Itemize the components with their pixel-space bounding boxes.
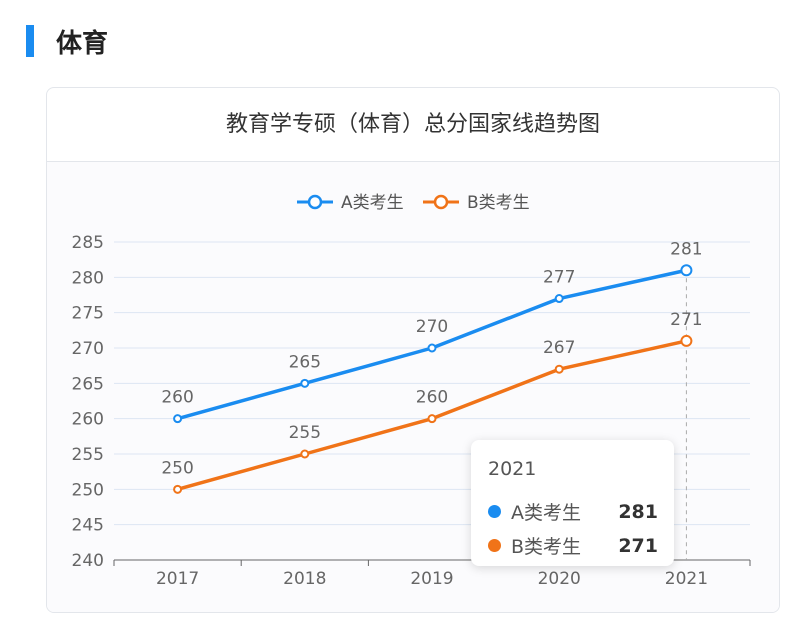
x-tick-label: 2019 bbox=[410, 569, 453, 589]
tooltip-series-name: A类考生 bbox=[511, 502, 581, 524]
chart-tooltip: 2021 A类考生 281 B类考生 271 bbox=[471, 440, 674, 566]
data-point bbox=[680, 334, 693, 347]
tooltip-series-value: 281 bbox=[618, 500, 658, 523]
data-label: 271 bbox=[670, 310, 702, 330]
data-label: 270 bbox=[416, 317, 448, 337]
data-label: 250 bbox=[161, 458, 193, 478]
tooltip-row-b: B类考生 271 bbox=[488, 532, 658, 559]
legend-label: B类考生 bbox=[467, 193, 530, 213]
y-tick-label: 270 bbox=[72, 339, 104, 359]
data-point bbox=[300, 449, 310, 459]
data-point bbox=[427, 343, 437, 353]
data-point bbox=[300, 378, 310, 388]
y-tick-label: 245 bbox=[72, 516, 104, 536]
tooltip-dot-b bbox=[488, 539, 501, 552]
tooltip-series-name: B类考生 bbox=[511, 536, 582, 558]
legend-marker bbox=[433, 194, 449, 210]
data-point bbox=[173, 414, 183, 424]
tooltip-dot-a bbox=[488, 505, 501, 518]
legend-label: A类考生 bbox=[341, 193, 404, 213]
data-point bbox=[554, 364, 564, 374]
y-tick-label: 255 bbox=[72, 445, 104, 465]
x-tick-label: 2021 bbox=[665, 569, 708, 589]
chart-card: 教育学专硕（体育）总分国家线趋势图 240 245 250 255 260 265 270 2… bbox=[46, 87, 780, 613]
y-tick-label: 285 bbox=[72, 233, 104, 253]
data-label: 281 bbox=[670, 239, 702, 259]
data-label: 255 bbox=[289, 423, 321, 443]
data-point bbox=[427, 414, 437, 424]
section-accent-bar bbox=[26, 25, 34, 57]
y-tick-label: 275 bbox=[72, 304, 104, 324]
data-point bbox=[554, 294, 564, 304]
x-tick-label: 2018 bbox=[283, 569, 326, 589]
data-point bbox=[173, 484, 183, 494]
data-label: 265 bbox=[289, 352, 321, 372]
tooltip-row-a: A类考生 281 bbox=[488, 498, 658, 525]
legend-marker bbox=[307, 194, 323, 210]
x-tick-label: 2020 bbox=[538, 569, 581, 589]
chart-area: 240 245 250 255 260 265 270 275 280 285 2017 2018 20… bbox=[47, 162, 779, 612]
section-title: 体育 bbox=[56, 28, 109, 59]
data-label: 260 bbox=[161, 388, 193, 408]
y-tick-label: 265 bbox=[72, 374, 104, 394]
data-label: 260 bbox=[416, 388, 448, 408]
y-tick-label: 280 bbox=[72, 268, 104, 288]
tooltip-title: 2021 bbox=[488, 458, 537, 480]
section-header: 体育 bbox=[26, 24, 109, 59]
chart-title: 教育学专硕（体育）总分国家线趋势图 bbox=[47, 88, 779, 162]
data-label: 267 bbox=[543, 338, 575, 358]
x-tick-label: 2017 bbox=[156, 569, 199, 589]
data-label: 277 bbox=[543, 268, 575, 288]
y-tick-label: 260 bbox=[72, 410, 104, 430]
y-tick-label: 240 bbox=[72, 551, 104, 571]
tooltip-series-value: 271 bbox=[618, 534, 658, 557]
data-point bbox=[680, 264, 693, 277]
y-tick-label: 250 bbox=[72, 480, 104, 500]
